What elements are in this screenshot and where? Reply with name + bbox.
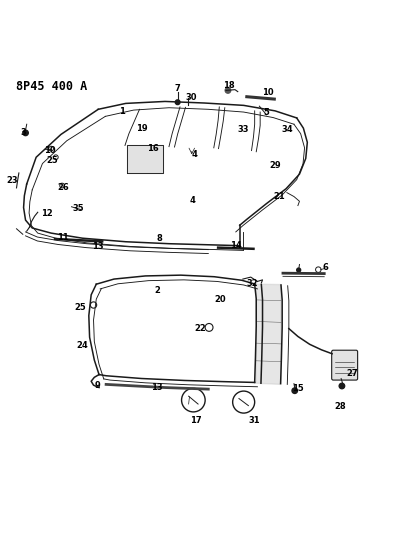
Text: 26: 26: [57, 183, 69, 192]
Text: 2: 2: [154, 286, 160, 295]
Text: 23: 23: [7, 176, 18, 185]
Circle shape: [175, 100, 180, 104]
Text: 14: 14: [230, 241, 242, 250]
Text: 4: 4: [192, 150, 197, 159]
Text: 24: 24: [77, 341, 88, 350]
Text: 25: 25: [75, 303, 86, 312]
Text: 11: 11: [57, 232, 69, 241]
Text: 22: 22: [195, 324, 206, 333]
Polygon shape: [127, 146, 163, 173]
Text: 10: 10: [44, 146, 56, 155]
Text: 19: 19: [136, 124, 148, 133]
Text: 35: 35: [72, 204, 84, 213]
Text: 32: 32: [246, 279, 258, 287]
Text: 31: 31: [249, 416, 261, 425]
Text: 13: 13: [92, 243, 104, 252]
Text: 21: 21: [273, 192, 285, 201]
Circle shape: [225, 88, 231, 93]
Text: 10: 10: [262, 88, 274, 97]
Text: 5: 5: [264, 108, 269, 117]
Text: 1: 1: [119, 107, 125, 116]
Text: 9: 9: [95, 381, 100, 390]
Text: 15: 15: [292, 384, 304, 393]
Text: 3: 3: [21, 128, 26, 138]
Circle shape: [339, 383, 345, 389]
Text: 27: 27: [346, 369, 358, 378]
Text: 8P45 400 A: 8P45 400 A: [16, 80, 87, 93]
Text: 13: 13: [151, 383, 162, 392]
Circle shape: [23, 130, 28, 135]
Text: 18: 18: [223, 81, 235, 90]
Text: 12: 12: [41, 209, 53, 219]
Text: 28: 28: [334, 401, 346, 410]
Text: 33: 33: [237, 125, 249, 134]
Text: 30: 30: [185, 93, 197, 102]
Text: 6: 6: [323, 263, 328, 272]
Text: 25: 25: [46, 156, 58, 165]
Text: 7: 7: [175, 84, 180, 93]
Text: 34: 34: [281, 125, 293, 134]
Polygon shape: [256, 284, 281, 384]
Text: 20: 20: [214, 295, 226, 304]
Text: 17: 17: [190, 416, 202, 425]
Text: 29: 29: [269, 160, 281, 169]
Circle shape: [292, 388, 298, 393]
Text: 4: 4: [190, 196, 195, 205]
Text: 16: 16: [147, 144, 158, 153]
FancyBboxPatch shape: [332, 350, 358, 380]
Circle shape: [297, 268, 301, 272]
Text: 8: 8: [156, 233, 162, 243]
